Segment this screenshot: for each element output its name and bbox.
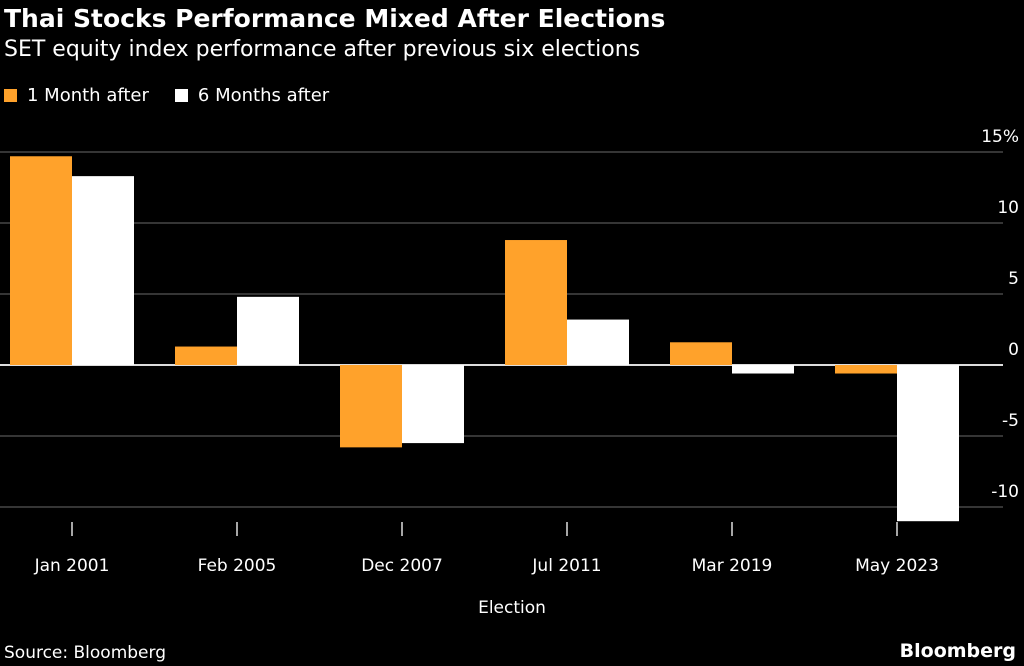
bar-6-months: [72, 176, 134, 365]
y-tick-label: 0: [1008, 340, 1019, 360]
bar-6-months: [897, 365, 959, 522]
x-tick-label: Mar 2019: [692, 556, 773, 576]
y-tick-label: -10: [991, 482, 1019, 502]
bar-1-month: [835, 365, 897, 374]
legend-item-1-month: 1 Month after: [4, 85, 149, 106]
bloomberg-logo: Bloomberg: [899, 640, 1016, 662]
x-axis-label: Election: [478, 598, 546, 618]
bar-1-month: [340, 365, 402, 448]
legend-label: 6 Months after: [197, 85, 330, 106]
y-tick-label: 15%: [981, 127, 1019, 147]
x-tick-label: Jul 2011: [531, 556, 601, 576]
chart-subtitle: SET equity index performance after previ…: [4, 37, 641, 62]
x-tick-label: May 2023: [855, 556, 939, 576]
y-tick-label: 5: [1008, 269, 1019, 289]
y-tick-label: -5: [1002, 411, 1019, 431]
x-tick-label: Jan 2001: [34, 556, 110, 576]
bar-6-months: [732, 365, 794, 374]
bar-1-month: [505, 240, 567, 365]
legend-label: 1 Month after: [27, 85, 149, 106]
bar-1-month: [670, 342, 732, 365]
legend-item-6-months: 6 Months after: [174, 85, 330, 106]
source-note: Source: Bloomberg: [4, 643, 166, 663]
bar-6-months: [567, 319, 629, 365]
x-tick-label: Feb 2005: [198, 556, 277, 576]
bar-6-months: [402, 365, 464, 444]
legend-swatch-1-month: [4, 89, 17, 102]
x-tick-label: Dec 2007: [361, 556, 443, 576]
legend-swatch-6-months: [174, 89, 188, 102]
bar-1-month: [175, 346, 237, 365]
bar-6-months: [237, 296, 299, 365]
legend: 1 Month after 6 Months after: [4, 85, 329, 106]
bar-1-month: [10, 156, 72, 365]
chart-title: Thai Stocks Performance Mixed After Elec…: [4, 4, 666, 33]
y-tick-label: 10: [997, 198, 1019, 218]
